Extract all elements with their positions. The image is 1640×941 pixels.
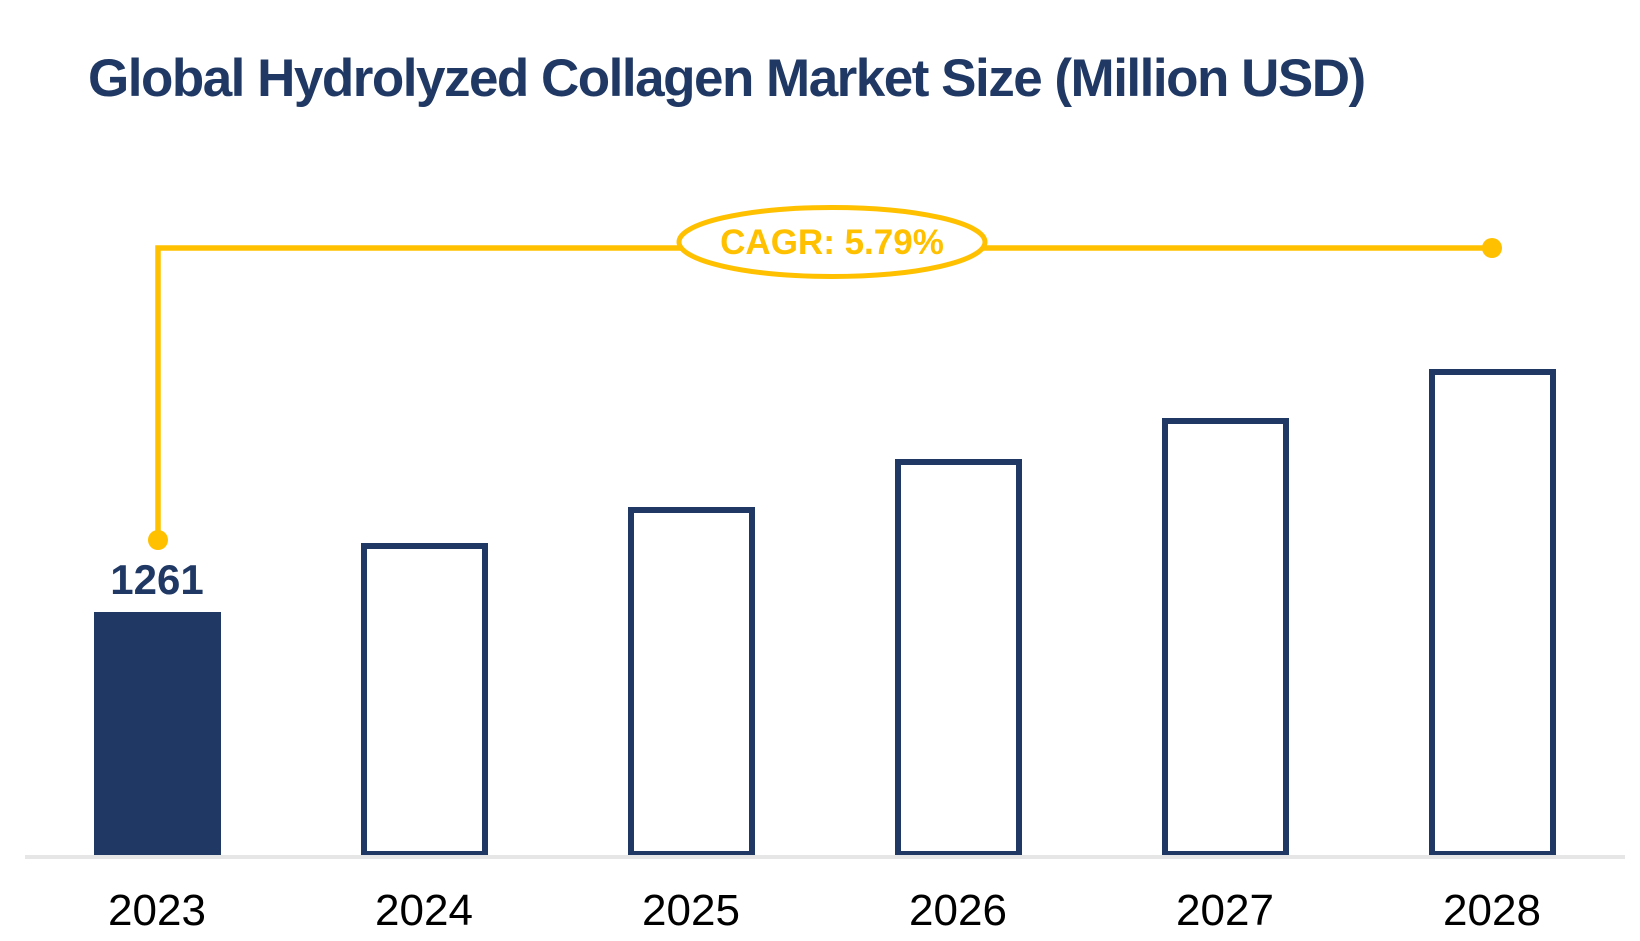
cagr-label: CAGR: 5.79% [720,223,944,262]
bar-2028 [1428,369,1556,857]
bar-2025 [627,507,755,857]
chart-title: Global Hydrolyzed Collagen Market Size (… [88,49,1366,108]
x-tick-2027: 2027 [1176,886,1274,935]
bar-2023 [93,612,221,857]
bar-2027 [1161,418,1289,857]
x-axis-line [25,855,1625,859]
x-tick-2028: 2028 [1443,886,1541,935]
cagr-ellipse [676,205,988,279]
x-tick-2026: 2026 [909,886,1007,935]
bar-2026 [894,459,1022,857]
cagr-line-start-dot [148,530,168,550]
x-tick-2025: 2025 [642,886,740,935]
x-tick-2023: 2023 [108,886,206,935]
value-label-2023: 1261 [110,556,204,603]
bar-2024 [360,543,488,857]
cagr-line-end-dot [1482,238,1502,258]
x-tick-2024: 2024 [375,886,473,935]
cagr-connector-line [155,245,1492,540]
